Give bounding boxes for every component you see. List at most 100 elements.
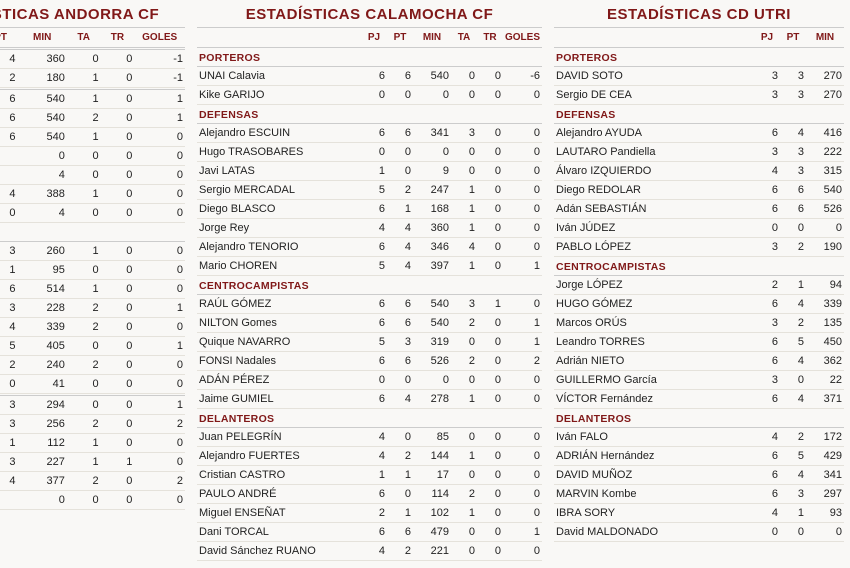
stat-cell: 6 xyxy=(0,280,18,299)
stat-cell: 0 xyxy=(134,166,185,185)
player-name: Jorge Rey xyxy=(197,219,361,238)
stat-cell: 540 xyxy=(806,181,844,200)
stat-cell: 1 xyxy=(361,162,387,181)
stat-cell: 450 xyxy=(806,333,844,352)
stat-cell: 3 xyxy=(0,415,18,434)
stat-cell: -6 xyxy=(503,67,542,86)
stat-cell: 416 xyxy=(806,124,844,143)
player-name: Alejandro FUERTES xyxy=(197,447,361,466)
stat-cell: 3 xyxy=(387,333,413,352)
stat-cell: 0 xyxy=(451,67,477,86)
stat-cell: 2 xyxy=(451,352,477,371)
stat-cell: 0 xyxy=(134,491,185,510)
stat-cell: 0 xyxy=(477,314,503,333)
stat-cell: 1 xyxy=(503,333,542,352)
stat-cell: 4 xyxy=(361,219,387,238)
col-header: TR xyxy=(477,28,503,48)
stat-cell: 540 xyxy=(18,90,67,109)
table-row: ADÁN PÉREZ000000 xyxy=(197,371,542,390)
table-row: DAVID MUÑOZ64341 xyxy=(554,466,844,485)
stat-cell: 3 xyxy=(780,485,806,504)
stat-cell: 0 xyxy=(780,523,806,542)
stat-cell: 1 xyxy=(67,128,101,147)
stat-cell: 0 xyxy=(101,185,135,204)
stat-cell: 1 xyxy=(0,434,18,453)
stat-cell: 0 xyxy=(67,337,101,356)
stat-cell: 4 xyxy=(387,390,413,409)
stat-cell: 0 xyxy=(0,204,18,223)
stat-cell: 278 xyxy=(413,390,451,409)
stat-cell: 256 xyxy=(18,415,67,434)
stat-cell: 0 xyxy=(0,375,18,394)
stat-cell: 4 xyxy=(780,390,806,409)
stat-cell: 397 xyxy=(413,257,451,276)
stat-cell: 2 xyxy=(754,276,780,295)
stat-cell: 3 xyxy=(0,242,18,261)
stat-cell: 377 xyxy=(18,472,67,491)
stat-cell: 6 xyxy=(361,390,387,409)
table-row: 2218010-1 xyxy=(0,69,185,88)
stat-cell: 0 xyxy=(477,523,503,542)
stat-cell: 0 xyxy=(387,371,413,390)
stat-cell: 526 xyxy=(413,352,451,371)
table-row: David Sánchez RUANO42221000 xyxy=(197,542,542,561)
stat-cell: 6 xyxy=(387,67,413,86)
stat-cell: 0 xyxy=(134,453,185,472)
table-row: 204000 xyxy=(0,204,185,223)
stat-cell: 4 xyxy=(18,166,67,185)
stat-cell: 5 xyxy=(780,333,806,352)
stat-cell: 3 xyxy=(754,314,780,333)
stat-cell: 6 xyxy=(754,295,780,314)
stat-cell: 172 xyxy=(806,428,844,447)
stat-cell: 2 xyxy=(780,238,806,257)
stat-cell: 6 xyxy=(0,109,18,128)
stat-cell: 6 xyxy=(0,90,18,109)
stat-cell: 315 xyxy=(806,162,844,181)
stat-cell: 0 xyxy=(477,371,503,390)
col-name xyxy=(554,28,754,48)
stat-cell: 6 xyxy=(754,352,780,371)
col-header: PT xyxy=(387,28,413,48)
stat-cell: 0 xyxy=(67,166,101,185)
player-name: GUILLERMO García xyxy=(554,371,754,390)
stat-cell: 17 xyxy=(413,466,451,485)
stat-cell: 429 xyxy=(806,447,844,466)
section-header: DELANTEROS xyxy=(554,409,844,428)
stat-cell: 2 xyxy=(0,356,18,375)
stat-cell: 1 xyxy=(134,337,185,356)
table-row: LAUTARO Pandiella33222 xyxy=(554,143,844,162)
stat-cell: 1 xyxy=(67,185,101,204)
table-row: Miguel ENSEÑAT21102100 xyxy=(197,504,542,523)
stat-cell: 0 xyxy=(361,143,387,162)
stat-cell: 2 xyxy=(67,415,101,434)
table-row: 51112100 xyxy=(0,434,185,453)
stat-cell: 0 xyxy=(780,371,806,390)
team-title: ESTADÍSTICAS CD UTRI xyxy=(554,0,844,28)
stat-cell: 0 xyxy=(101,166,135,185)
section-header: S xyxy=(0,223,185,242)
stat-cell: 0 xyxy=(67,204,101,223)
stat-cell: 0 xyxy=(477,181,503,200)
stat-cell: 0 xyxy=(101,261,135,280)
stat-cell: 1 xyxy=(387,200,413,219)
stat-cell: 2 xyxy=(780,314,806,333)
stat-cell: 180 xyxy=(18,69,67,88)
table-row: UNAI Calavia6654000-6 xyxy=(197,67,542,86)
stat-cell: 341 xyxy=(413,124,451,143)
stat-cell: 0 xyxy=(503,238,542,257)
table-row: 53294001 xyxy=(0,396,185,415)
player-name: Iván JÚDEZ xyxy=(554,219,754,238)
player-name: Marcos ORÚS xyxy=(554,314,754,333)
stat-cell: 0 xyxy=(806,219,844,238)
stat-cell: 0 xyxy=(101,128,135,147)
stat-cell: 1 xyxy=(477,295,503,314)
stat-cell: 0 xyxy=(101,318,135,337)
stat-cell xyxy=(0,147,18,166)
stat-cell: 0 xyxy=(134,204,185,223)
table-row: GUILLERMO García3022 xyxy=(554,371,844,390)
stat-cell: 0 xyxy=(413,371,451,390)
player-name: VÍCTOR Fernández xyxy=(554,390,754,409)
stat-cell: 1 xyxy=(134,396,185,415)
stat-cell: 0 xyxy=(451,542,477,561)
table-row: 64339200 xyxy=(0,318,185,337)
